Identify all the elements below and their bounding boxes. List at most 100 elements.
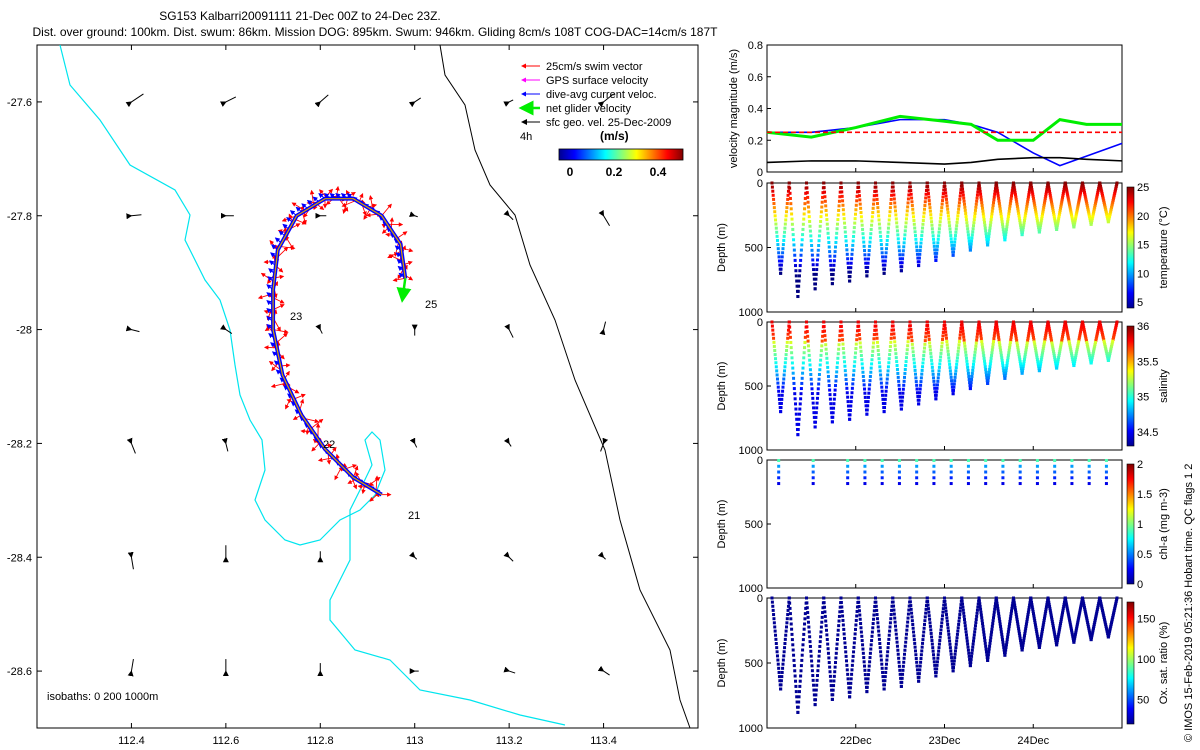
oxygen-point — [784, 629, 788, 633]
salinity-point — [781, 381, 785, 385]
temperature-point — [1016, 207, 1020, 211]
temperature-point — [976, 190, 980, 194]
salinity-point — [945, 340, 949, 344]
temperature-point — [888, 210, 892, 214]
temperature-point — [1102, 202, 1106, 206]
oxygen-point — [1050, 617, 1054, 621]
oxygen-point — [973, 627, 977, 631]
temperature-point — [817, 239, 821, 243]
salinity-point — [1021, 369, 1025, 373]
chla-point — [1001, 459, 1005, 462]
salinity-point — [960, 320, 964, 324]
temperature-point — [984, 234, 988, 238]
oxygen-point — [895, 636, 899, 640]
temperature-point — [1019, 228, 1023, 232]
salinity-point — [841, 342, 845, 346]
oxygen-point — [906, 620, 910, 624]
oxygen-point — [1028, 603, 1032, 607]
sfc-geo-arrow — [220, 324, 233, 334]
salinity-point — [992, 340, 996, 344]
temperature-point — [903, 233, 907, 237]
oxygen-point — [1079, 602, 1083, 606]
temperature-point — [1052, 213, 1056, 217]
chla-point — [1018, 464, 1022, 468]
oxygen-point — [1090, 632, 1094, 636]
salinity-point — [914, 376, 918, 380]
oxygen-point — [1076, 618, 1080, 622]
temperature-point — [1061, 194, 1065, 198]
temperature-point — [985, 237, 989, 241]
temperature-point — [1004, 233, 1008, 237]
oxygen-point — [976, 602, 980, 606]
map-ytick-label: -27.8 — [7, 211, 32, 223]
salinity-point — [911, 350, 915, 354]
salinity-point — [982, 354, 986, 358]
salinity-point — [789, 340, 793, 344]
velocity-ytick-label: 0 — [757, 167, 763, 179]
salinity-point — [961, 332, 965, 336]
salinity-point — [1064, 326, 1068, 330]
salinity-point — [1070, 352, 1074, 356]
temperature-point — [917, 264, 921, 268]
oxygen-point — [1073, 636, 1077, 640]
temperature-point — [990, 212, 994, 216]
oxygen-point — [932, 653, 936, 657]
oxygen-point — [779, 683, 783, 687]
salinity-point — [904, 356, 908, 360]
temperature-point — [1079, 187, 1083, 191]
oxygen-point — [1058, 624, 1062, 628]
salinity-point — [906, 344, 910, 348]
oxygen-point — [870, 639, 874, 643]
chla-point — [863, 459, 867, 462]
salinity-point — [806, 339, 810, 343]
swim-vector — [392, 277, 406, 283]
oxygen-point — [959, 603, 963, 607]
oxygen-point — [879, 658, 883, 662]
oxygen-point — [1115, 596, 1119, 600]
oxygen-point — [937, 646, 941, 650]
temperature-point — [1086, 209, 1090, 213]
salinity-point — [886, 373, 890, 377]
temperature-point — [1066, 197, 1070, 201]
temperature-point — [1098, 181, 1102, 185]
salinity-point — [967, 374, 971, 378]
oxygen-point — [851, 659, 855, 663]
temperature-point — [1111, 200, 1115, 204]
chla-point — [1053, 470, 1057, 474]
temperature-point — [809, 239, 813, 243]
salinity-point — [1104, 346, 1108, 350]
temperature-point — [1108, 214, 1112, 218]
oxygen-point — [955, 632, 959, 636]
temperature-point — [1105, 213, 1109, 217]
temperature-point — [998, 204, 1002, 208]
oxygen-point — [824, 624, 828, 628]
oxygen-point — [913, 641, 917, 645]
oxygen-point — [1008, 622, 1012, 626]
oxygen-point — [863, 673, 867, 677]
temperature-point — [787, 181, 791, 185]
salinity-point — [797, 417, 801, 421]
oxygen-point — [915, 660, 919, 664]
oxygen-point — [1076, 620, 1080, 624]
temperature-point — [925, 181, 929, 185]
map-panel: 112.4 112.6 112.8 113 113.2 113.4-27.6-27.8-2… — [7, 44, 699, 747]
salinity-point — [846, 404, 850, 408]
temperature-point — [861, 236, 865, 240]
oxygen-point — [830, 697, 834, 701]
sfc-geo-arrow — [600, 437, 609, 452]
oxygen-point — [1066, 612, 1070, 616]
oxygen-point — [858, 617, 862, 621]
temperature-point — [988, 226, 992, 230]
salinity-point — [941, 337, 945, 341]
temperature-point — [1114, 185, 1118, 189]
temperature-point — [817, 234, 821, 238]
temperature-point — [949, 237, 953, 241]
salinity-point — [995, 328, 999, 332]
temperature-point — [906, 201, 910, 205]
day-label-21: 21 — [408, 510, 420, 522]
temperature-point — [1012, 186, 1016, 190]
oxygen-point — [870, 630, 874, 634]
temperature-point — [910, 204, 914, 208]
temperature-point — [897, 241, 901, 245]
temperature-point — [861, 227, 865, 231]
